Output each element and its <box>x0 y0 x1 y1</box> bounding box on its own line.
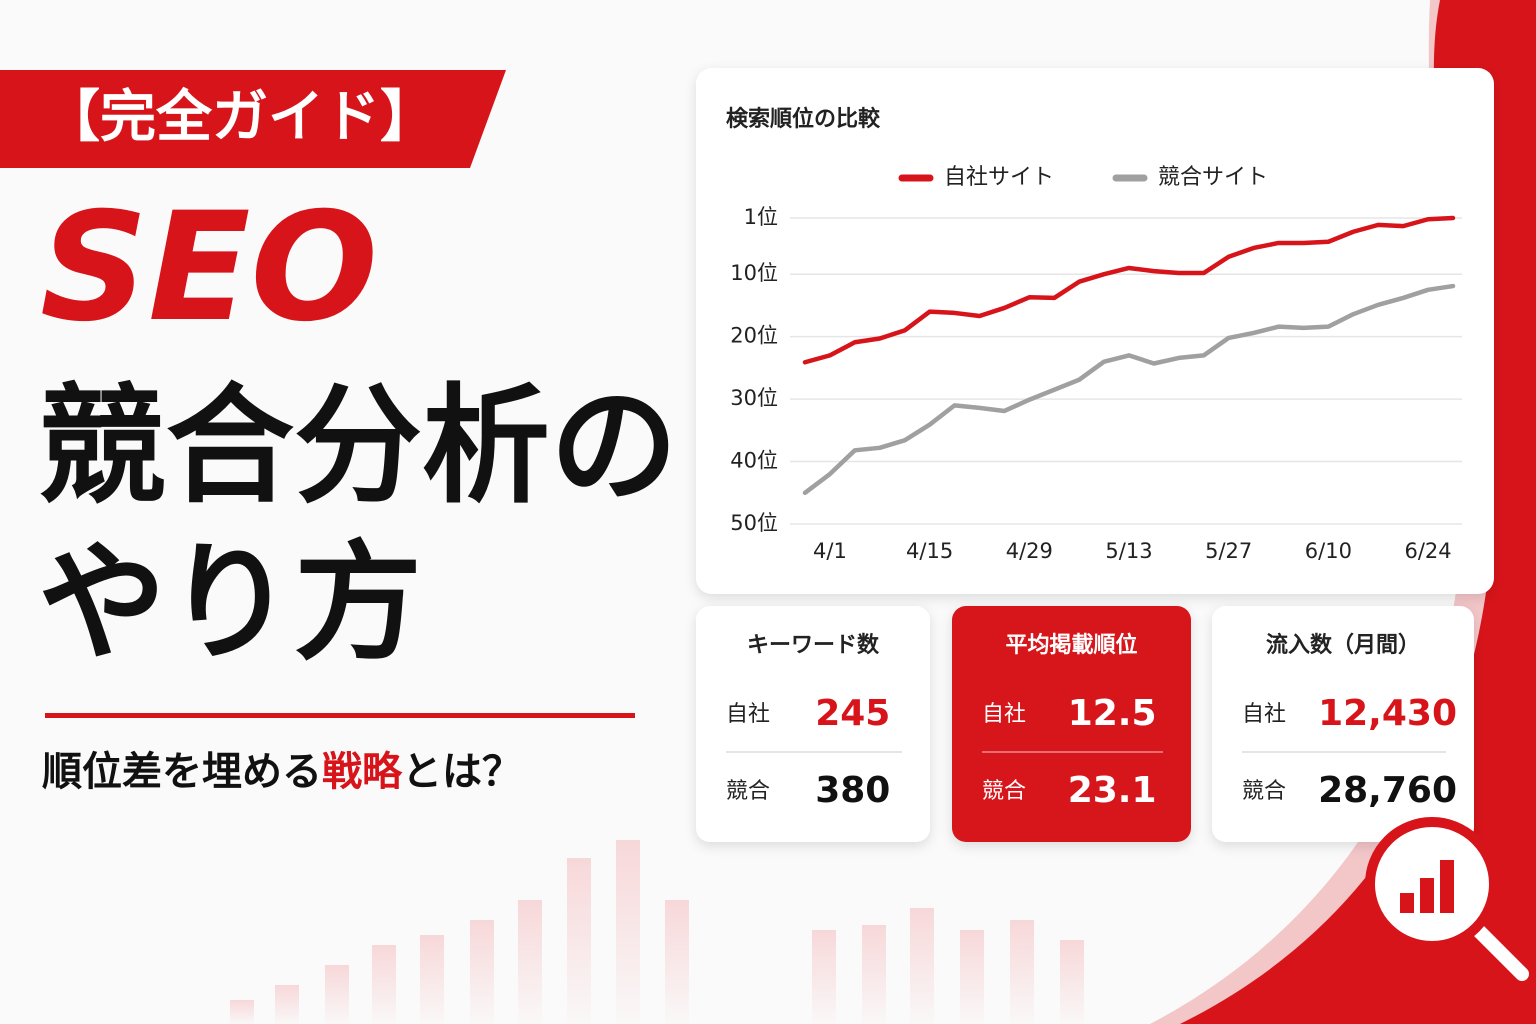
chart-title: 検索順位の比較 <box>726 106 881 132</box>
x-tick-label: 5/27 <box>1205 539 1252 563</box>
series-line <box>802 283 1456 496</box>
stat-row-label: 競合 <box>1242 779 1286 804</box>
headline-line: やり方 <box>38 529 422 678</box>
subtitle: 順位差を埋める戦略とは？ <box>42 749 522 795</box>
x-tick-label: 4/29 <box>1006 539 1053 563</box>
y-tick-label: 10位 <box>730 261 778 285</box>
stat-value: 23.1 <box>1068 770 1157 811</box>
subtitle-part: とは？ <box>402 749 522 795</box>
divider <box>45 713 635 718</box>
stat-value: 12,430 <box>1318 693 1457 734</box>
stat-title: 流入数（月間） <box>1266 632 1420 658</box>
stat-row-label: 自社 <box>982 702 1026 727</box>
y-tick-label: 50位 <box>730 511 778 535</box>
series-line <box>802 215 1456 365</box>
decor-bars <box>230 840 1084 1024</box>
stat-card-bg <box>952 606 1191 842</box>
stat-title: キーワード数 <box>747 632 880 658</box>
headline-line: 競合分析の <box>38 372 678 521</box>
y-tick-label: 30位 <box>730 386 778 410</box>
stat-value: 12.5 <box>1068 693 1157 734</box>
stat-row-label: 競合 <box>726 779 770 804</box>
stat-card: 流入数（月間） 自社 12,430 競合 28,760 <box>1212 606 1474 842</box>
stat-row-label: 競合 <box>982 779 1026 804</box>
x-tick-label: 4/15 <box>906 539 953 563</box>
x-tick-label: 5/13 <box>1105 539 1152 563</box>
stat-card-bg <box>1212 606 1474 842</box>
x-tick-label: 4/1 <box>813 539 847 563</box>
legend-label: 競合サイト <box>1158 165 1268 190</box>
stat-card-bg <box>696 606 930 842</box>
banner-bg <box>0 70 506 168</box>
stat-row-label: 自社 <box>726 702 770 727</box>
legend-item: 競合サイト <box>1112 165 1268 190</box>
subtitle-part: 順位差を埋める <box>42 749 322 795</box>
chart: 1位 10位 20位 30位 40位 50位 4/1 4/15 4/29 5/13 5/27 6/10… <box>730 165 1462 563</box>
legend-label: 自社サイト <box>944 165 1054 190</box>
y-tick-label: 1位 <box>744 205 778 229</box>
subtitle-highlight: 戦略 <box>322 749 403 795</box>
stat-row-label: 自社 <box>1242 702 1286 727</box>
magnifier-icon <box>1365 817 1535 987</box>
y-tick-label: 20位 <box>730 324 778 348</box>
stat-value: 245 <box>815 693 890 734</box>
x-tick-label: 6/24 <box>1404 539 1451 563</box>
x-tick-label: 6/10 <box>1305 539 1352 563</box>
stat-value: 28,760 <box>1318 770 1457 811</box>
y-tick-label: 40位 <box>730 449 778 473</box>
stat-value: 380 <box>815 770 890 811</box>
banner-text: 【完全ガイド】 <box>44 85 436 150</box>
headline-seo: SEO <box>40 181 378 355</box>
legend-item: 自社サイト <box>898 165 1054 190</box>
chart-card <box>696 68 1494 594</box>
stat-title: 平均掲載順位 <box>1005 632 1137 658</box>
